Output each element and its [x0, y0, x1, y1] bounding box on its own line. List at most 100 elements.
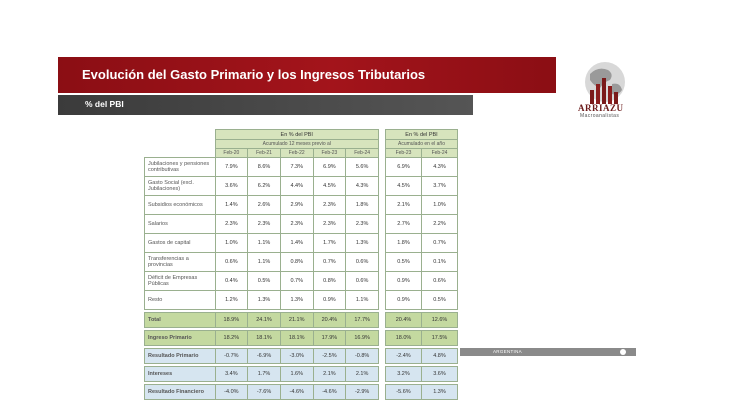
cell-value: 1.0% [214, 233, 249, 253]
table-row: Salarios 2.3% 2.3% 2.3% 2.3% 2.3% [144, 214, 379, 234]
cell-value: 0.5% [247, 271, 281, 291]
summary-value: 16.9% [345, 330, 379, 346]
summary-row: 20.4% 12.6% [385, 312, 459, 328]
summary-value: 3.6% [420, 366, 459, 382]
right-table: En % del PBI Acumulado en el año Feb-23 … [385, 129, 459, 400]
cell-value: 2.3% [312, 195, 347, 215]
summary-value: 18.0% [385, 330, 422, 346]
right-header-2: Acumulado en el año [385, 139, 458, 149]
summary-row: -2.4% 4.8% [385, 348, 459, 364]
table-row: 0.9% 0.5% [385, 290, 459, 310]
col-header: Feb-24 [345, 148, 379, 158]
cell-value: 2.7% [385, 214, 422, 234]
cell-value: 1.8% [345, 195, 379, 215]
row-label: Transferencias a provincias [144, 252, 216, 272]
cell-value: 6.9% [312, 157, 347, 177]
summary-value: -2.4% [385, 348, 422, 364]
summary-value: -2.5% [312, 348, 347, 364]
table-row: 1.8% 0.7% [385, 233, 459, 253]
summary-value: -4.6% [312, 384, 347, 400]
summary-row: Resultado Primario -0.7% -6.9% -3.0% -2.5% -0… [144, 348, 379, 364]
summary-value: 24.1% [247, 312, 281, 328]
cell-value: 3.7% [420, 176, 459, 196]
table-row: 4.5% 3.7% [385, 176, 459, 196]
main-header-1: En % del PBI [214, 129, 379, 140]
logo-name: ARRIAZU [578, 103, 624, 113]
table-row: 6.9% 4.3% [385, 157, 459, 177]
right-header-1: En % del PBI [385, 129, 458, 140]
summary-row: 3.2% 3.6% [385, 366, 459, 382]
table-row: Gastos de capital 1.0% 1.1% 1.4% 1.7% 1.3% [144, 233, 379, 253]
summary-value: 1.6% [279, 366, 314, 382]
cell-value: 2.1% [385, 195, 422, 215]
cell-value: 4.3% [420, 157, 459, 177]
cell-value: 0.4% [214, 271, 249, 291]
summary-value: -6.9% [247, 348, 281, 364]
cell-value: 1.3% [279, 290, 314, 310]
right-body: 6.9% 4.3% 4.5% 3.7% 2.1% 1.0% 2.7% 2.2% 1.8% 0.7%… [385, 157, 459, 400]
cell-value: 0.6% [345, 252, 379, 272]
summary-value: 3.4% [214, 366, 249, 382]
summary-label: Ingreso Primario [144, 330, 216, 346]
main-body: Jubilaciones y pensiones contributivas 7.… [144, 157, 379, 400]
cell-value: 2.3% [345, 214, 379, 234]
cell-value: 1.0% [420, 195, 459, 215]
summary-value: 20.4% [312, 312, 347, 328]
summary-value: 17.9% [312, 330, 347, 346]
globe-logo-icon [585, 62, 625, 104]
col-header: Feb-22 [279, 148, 314, 158]
cell-value: 0.7% [279, 271, 314, 291]
country-label: ARGENTINA [493, 349, 522, 354]
summary-row: 18.0% 17.5% [385, 330, 459, 346]
summary-value: 18.2% [214, 330, 249, 346]
summary-value: 2.1% [345, 366, 379, 382]
summary-value: 18.1% [279, 330, 314, 346]
country-bar: ARGENTINA [460, 348, 636, 356]
cell-value: 2.9% [279, 195, 314, 215]
summary-value: -5.6% [385, 384, 422, 400]
summary-value: 12.6% [420, 312, 459, 328]
cell-value: 4.3% [345, 176, 379, 196]
table-row: Jubilaciones y pensiones contributivas 7.… [144, 157, 379, 177]
cell-value: 0.9% [385, 290, 422, 310]
summary-value: -0.7% [214, 348, 249, 364]
main-table: En % del PBI Acumulado 12 meses previo a… [144, 129, 379, 400]
cell-value: 0.6% [214, 252, 249, 272]
cell-value: 7.3% [279, 157, 314, 177]
col-header: Feb-24 [420, 148, 459, 158]
summary-value: 17.5% [420, 330, 459, 346]
slide-subtitle: % del PBI [85, 99, 124, 109]
summary-value: -2.9% [345, 384, 379, 400]
logo-tagline: Macroanalistas [580, 113, 620, 119]
circle-icon [620, 349, 626, 355]
table-row: Resto 1.2% 1.3% 1.3% 0.9% 1.1% [144, 290, 379, 310]
cell-value: 5.6% [345, 157, 379, 177]
table-row: Transferencias a provincias 0.6% 1.1% 0.8% 0… [144, 252, 379, 272]
subtitle-banner: % del PBI [58, 95, 473, 115]
summary-value: 1.3% [420, 384, 459, 400]
summary-value: -4.0% [214, 384, 249, 400]
row-label: Resto [144, 290, 216, 310]
summary-row: Ingreso Primario 18.2% 18.1% 18.1% 17.9% 16.9… [144, 330, 379, 346]
summary-value: 21.1% [279, 312, 314, 328]
summary-label: Resultado Primario [144, 348, 216, 364]
cell-value: 4.5% [312, 176, 347, 196]
cell-value: 0.5% [420, 290, 459, 310]
row-label: Gasto Social (excl. Jubilaciones) [144, 176, 216, 196]
cell-value: 0.7% [420, 233, 459, 253]
cell-value: 0.5% [385, 252, 422, 272]
summary-value: 20.4% [385, 312, 422, 328]
row-label: Jubilaciones y pensiones contributivas [144, 157, 216, 177]
row-label: Salarios [144, 214, 216, 234]
cell-value: 1.1% [247, 252, 281, 272]
cell-value: 3.6% [214, 176, 249, 196]
cell-value: 0.9% [385, 271, 422, 291]
cell-value: 4.4% [279, 176, 314, 196]
summary-row: Total 18.9% 24.1% 21.1% 20.4% 17.7% [144, 312, 379, 328]
cell-value: 1.3% [247, 290, 281, 310]
summary-value: 18.1% [247, 330, 281, 346]
summary-value: 3.2% [385, 366, 422, 382]
cell-value: 0.1% [420, 252, 459, 272]
summary-value: -4.6% [279, 384, 314, 400]
cell-value: 2.3% [312, 214, 347, 234]
